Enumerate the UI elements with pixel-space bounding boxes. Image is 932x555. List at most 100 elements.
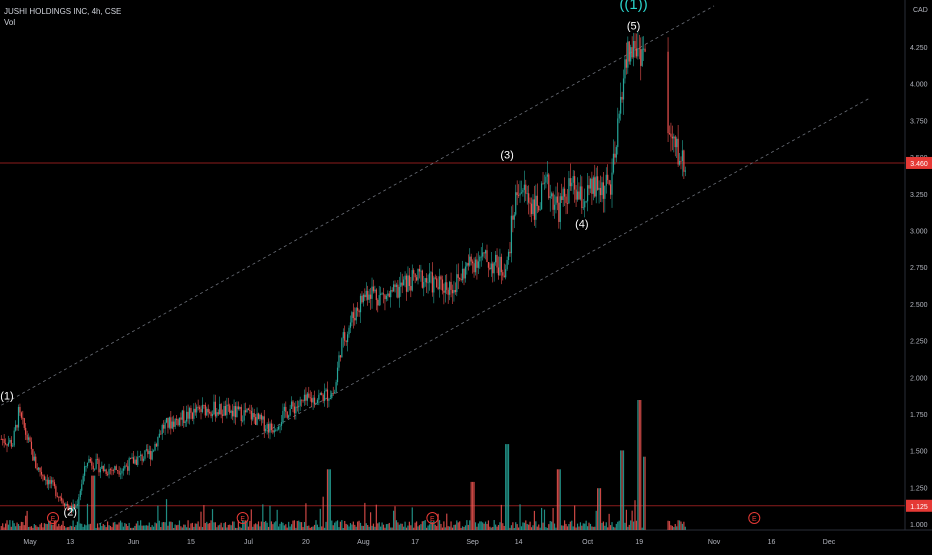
- volume-bar: [348, 526, 350, 530]
- candle: [243, 410, 245, 421]
- volume-bar: [382, 524, 385, 530]
- wave-label: (3): [500, 150, 513, 162]
- volume-bar: [236, 527, 238, 530]
- candle: [186, 411, 188, 422]
- volume-bar: [484, 521, 487, 530]
- candle: [331, 392, 333, 398]
- candle: [191, 412, 193, 419]
- volume-bar: [418, 525, 421, 530]
- candle: [539, 209, 541, 211]
- candle: [9, 439, 11, 443]
- volume-bar: [147, 525, 149, 530]
- candle: [585, 201, 587, 203]
- volume-bar: [371, 525, 373, 530]
- volume-bar: [614, 527, 616, 530]
- volume-bar: [617, 521, 619, 530]
- price-tick-label: 3.750: [910, 118, 928, 125]
- volume-bar: [487, 520, 490, 530]
- volume-bar: [269, 505, 271, 530]
- time-tick-label: 17: [411, 539, 419, 546]
- candle: [104, 469, 106, 472]
- candle: [680, 160, 682, 162]
- candle: [374, 289, 376, 292]
- volume-bar: [480, 521, 482, 530]
- volume-bar: [266, 522, 268, 530]
- candle: [193, 408, 195, 419]
- candle: [608, 180, 610, 185]
- volume-bar: [634, 500, 636, 530]
- volume-bar: [239, 526, 241, 530]
- candle: [546, 174, 548, 177]
- candle: [262, 416, 264, 420]
- volume-bar: [328, 469, 330, 530]
- candle: [640, 49, 642, 66]
- volume-bar: [171, 522, 173, 530]
- volume-bar: [324, 527, 326, 530]
- volume-bar: [684, 526, 686, 530]
- candle: [391, 290, 393, 292]
- volume-bar: [357, 521, 359, 530]
- volume-bar: [451, 527, 454, 530]
- volume-bar: [436, 526, 438, 530]
- volume-bar: [114, 521, 116, 530]
- candle: [579, 186, 581, 200]
- candle: [121, 470, 123, 474]
- candle: [563, 188, 566, 197]
- candle: [367, 290, 369, 300]
- volume-bar: [540, 507, 543, 530]
- volume-bar: [461, 526, 464, 530]
- candle: [33, 456, 35, 461]
- volume-bar: [589, 523, 592, 530]
- candle: [78, 497, 80, 505]
- candle: [472, 261, 474, 264]
- candle: [127, 466, 129, 471]
- candle: [558, 202, 560, 222]
- candle: [269, 423, 271, 433]
- volume-bar: [40, 522, 43, 530]
- volume-bar: [525, 520, 527, 530]
- volume-bar: [75, 525, 77, 530]
- volume-bar: [486, 523, 488, 530]
- candle: [359, 295, 362, 313]
- volume-bar: [493, 520, 495, 530]
- volume-bar: [315, 520, 317, 530]
- volume-bar: [443, 521, 445, 530]
- volume-bar: [599, 488, 602, 530]
- candle: [344, 332, 346, 341]
- volume-bar: [180, 526, 182, 530]
- candle: [101, 465, 103, 469]
- volume-bar: [230, 525, 232, 530]
- volume-bar: [68, 526, 70, 530]
- candle: [671, 136, 673, 139]
- candle: [148, 451, 150, 455]
- volume-bar: [173, 527, 175, 530]
- candle: [68, 506, 70, 511]
- volume-bar: [538, 524, 540, 530]
- volume-bar: [513, 527, 515, 530]
- volume-bar: [29, 526, 31, 530]
- candle: [3, 439, 5, 444]
- volume-bar: [308, 525, 310, 530]
- volume-bar: [388, 522, 390, 530]
- volume-bar: [601, 522, 603, 530]
- volume-bars: [0, 400, 686, 530]
- earnings-badge: [426, 512, 439, 524]
- volume-bar: [279, 523, 281, 530]
- volume-bar: [676, 526, 678, 530]
- volume-bar: [671, 525, 673, 530]
- volume-bar: [621, 450, 623, 530]
- candle: [643, 48, 645, 50]
- volume-bar: [88, 524, 90, 530]
- candle: [15, 424, 17, 431]
- volume-bar: [99, 523, 102, 530]
- volume-bar: [492, 526, 494, 530]
- volume-bar: [39, 524, 41, 530]
- volume-bar: [270, 521, 273, 530]
- volume-bar: [71, 526, 73, 530]
- price-tick-label: 2.500: [910, 302, 928, 309]
- candle: [151, 451, 153, 460]
- candle: [247, 408, 250, 411]
- volume-bar: [509, 527, 511, 530]
